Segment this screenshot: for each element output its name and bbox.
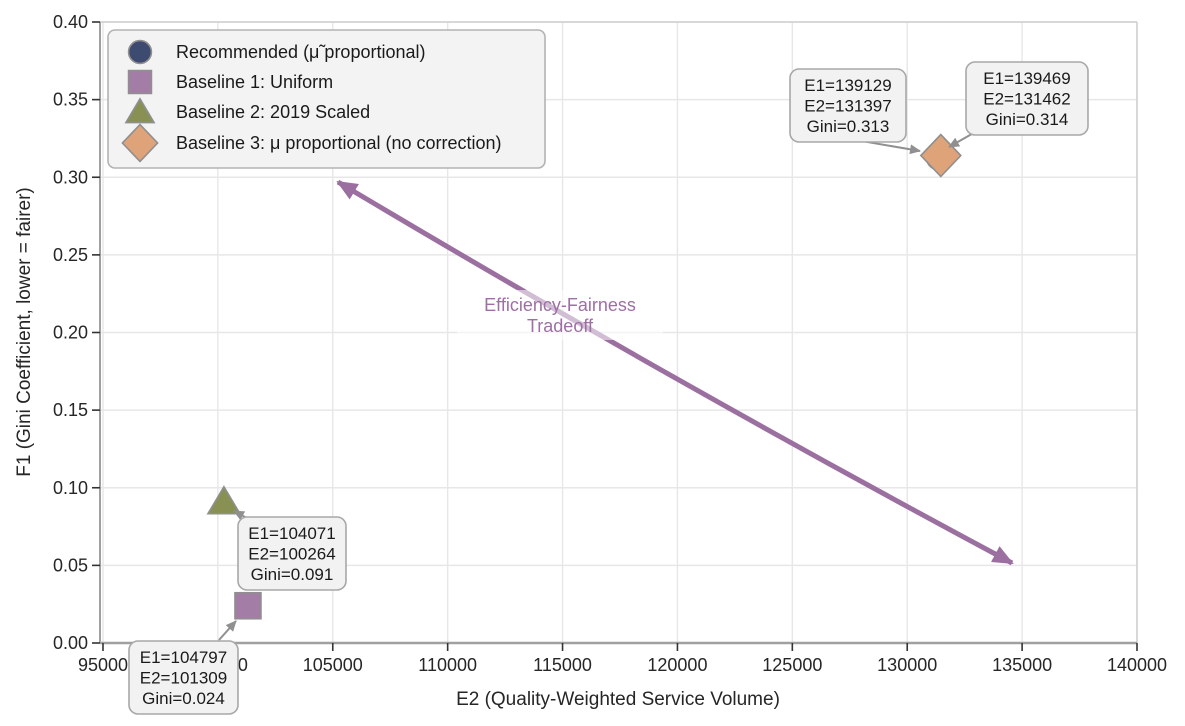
- x-tick-label: 125000: [762, 655, 822, 675]
- legend-label: Baseline 1: Uniform: [176, 72, 333, 92]
- y-tick-label: 0.05: [53, 555, 88, 575]
- x-tick-label: 130000: [877, 655, 937, 675]
- annotation-box: [237, 516, 347, 591]
- legend-marker-diamond: [121, 123, 159, 163]
- annotation-box: [965, 61, 1089, 136]
- data-points: [206, 133, 962, 620]
- annotation-box: [789, 68, 907, 143]
- y-tick-label: 0.40: [53, 12, 88, 32]
- legend-label: Recommended (μ̃ proportional): [176, 42, 426, 62]
- annotation-text: E1=139469: [983, 69, 1070, 88]
- annotation-text: Gini=0.091: [251, 565, 334, 584]
- x-tick-label: 135000: [992, 655, 1052, 675]
- legend-marker-triangle: [124, 97, 156, 124]
- y-axis-label: F1 (Gini Coefficient, lower = fairer): [14, 187, 35, 477]
- tradeoff-arrow: [336, 179, 1014, 566]
- annotation-text: Gini=0.313: [807, 117, 890, 136]
- tradeoff-label: Efficiency-Fairness: [484, 295, 636, 315]
- y-tick-label: 0.35: [53, 90, 88, 110]
- y-tick-label: 0.00: [53, 633, 88, 653]
- annotation-text: E1=139129: [804, 76, 891, 95]
- x-tick-label: 105000: [303, 655, 363, 675]
- annotation-text: Gini=0.314: [986, 110, 1069, 129]
- legend-label: Baseline 3: μ proportional (no correctio…: [176, 133, 502, 153]
- annotation-box: [128, 640, 239, 715]
- legend-box: [107, 29, 546, 169]
- annotation-text: E2=100264: [248, 545, 335, 564]
- tradeoff-label: Tradeoff: [527, 316, 594, 336]
- legend-marker-square: [127, 69, 153, 95]
- data-point-diamond: [919, 133, 962, 178]
- annotation-arrow: [218, 620, 237, 641]
- x-tick-label: 115000: [533, 655, 592, 675]
- annotation-text: E2=131397: [804, 97, 891, 116]
- y-tick-label: 0.30: [53, 167, 88, 187]
- data-point-square: [234, 591, 262, 620]
- annotation-text: E1=104797: [140, 648, 227, 667]
- x-tick-label: 140000: [1107, 655, 1167, 675]
- y-tick-label: 0.15: [53, 400, 88, 420]
- x-tick-label: 120000: [647, 655, 707, 675]
- y-tick-label: 0.10: [53, 478, 88, 498]
- annotation-text: E1=104071: [248, 524, 335, 543]
- annotation-text: E2=131462: [983, 90, 1070, 109]
- annotation-text: E2=101309: [140, 669, 227, 688]
- y-tick-label: 0.20: [53, 323, 88, 343]
- data-point-triangle: [206, 485, 242, 515]
- legend-label: Baseline 2: 2019 Scaled: [176, 102, 370, 122]
- annotation-text: Gini=0.024: [142, 689, 225, 708]
- tradeoff-label-background: [457, 290, 663, 340]
- legend: Recommended (μ̃ proportional) Baseline 1:…: [107, 29, 546, 169]
- x-axis-label: E2 (Quality-Weighted Service Volume): [456, 689, 780, 710]
- x-tick-label: 95000: [78, 655, 128, 675]
- x-tick-label: 110000: [418, 655, 477, 675]
- y-tick-label: 0.25: [53, 245, 88, 265]
- legend-marker-circle: [127, 39, 153, 65]
